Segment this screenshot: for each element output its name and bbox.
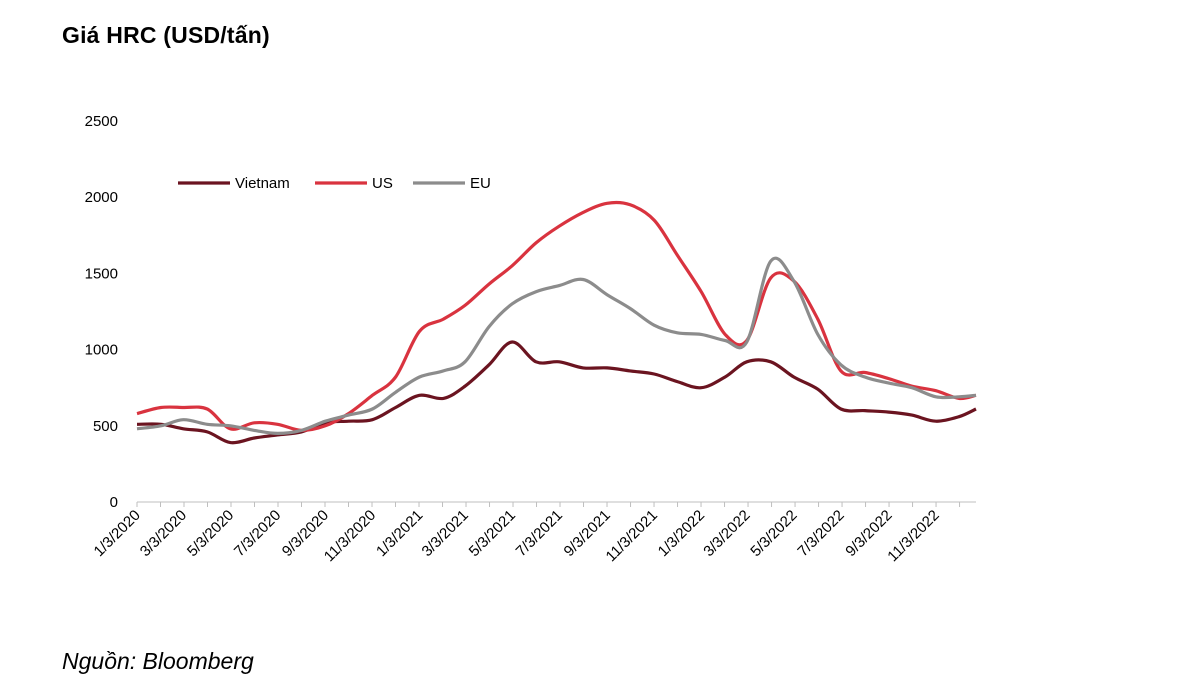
x-tick-label: 7/3/2021 xyxy=(513,507,566,560)
y-tick-label: 2000 xyxy=(85,189,118,206)
x-tick-label: 5/3/2021 xyxy=(466,507,519,560)
legend-label-eu: EU xyxy=(470,175,491,192)
x-tick-label: 3/3/2022 xyxy=(700,507,753,560)
x-tick-label: 1/3/2022 xyxy=(655,507,708,560)
x-tick-label: 1/3/2021 xyxy=(373,507,426,560)
legend-label-us: US xyxy=(372,175,393,192)
series-line-eu xyxy=(136,256,977,435)
chart-title: Giá HRC (USD/tấn) xyxy=(62,22,270,48)
x-tick-label: 1/3/2020 xyxy=(91,507,144,560)
legend: Vietnam US EU xyxy=(178,175,491,192)
x-tick-label: 5/3/2020 xyxy=(184,507,237,560)
x-tick-label: 7/3/2020 xyxy=(231,507,284,560)
y-tick-label: 0 xyxy=(110,494,118,511)
legend-label-vietnam: Vietnam xyxy=(235,175,290,192)
y-axis-ticks: 0 500 1000 1500 2000 2500 xyxy=(85,113,118,511)
y-tick-label: 2500 xyxy=(85,113,118,130)
y-tick-label: 500 xyxy=(93,418,118,435)
y-tick-label: 1500 xyxy=(85,265,118,282)
series-line-vietnam xyxy=(136,340,977,445)
x-tick-label: 5/3/2022 xyxy=(747,507,800,560)
x-tick-label: 11/3/2022 xyxy=(884,507,942,565)
x-tick-label: 3/3/2021 xyxy=(419,507,472,560)
x-tick-label: 3/3/2020 xyxy=(137,507,190,560)
x-tick-label: 7/3/2022 xyxy=(794,507,847,560)
series-lines xyxy=(136,200,977,445)
x-axis-ticks: 1/3/20203/3/20205/3/20207/3/20209/3/2020… xyxy=(91,502,961,565)
source-note: Nguồn: Bloomberg xyxy=(62,648,254,674)
x-tick-label: 11/3/2021 xyxy=(603,507,661,565)
y-tick-label: 1000 xyxy=(85,342,118,359)
x-tick-label: 11/3/2020 xyxy=(321,507,379,565)
series-line-us xyxy=(136,200,977,433)
